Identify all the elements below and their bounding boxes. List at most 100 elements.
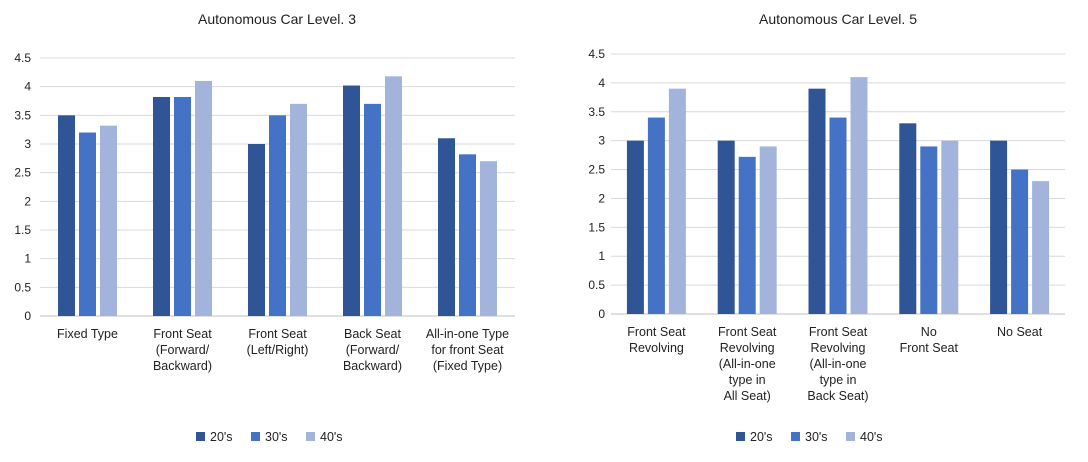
chart-1-category-label-line: All-in-one Type bbox=[426, 327, 509, 341]
chart-2-category-label-line: (All-in-one bbox=[719, 357, 776, 371]
chart-2-category-label-line: All Seat) bbox=[724, 389, 771, 403]
chart-1-bar-4-series-1 bbox=[343, 85, 360, 317]
chart-2-legend-swatch bbox=[791, 432, 800, 441]
chart-1-category-label: All-in-one Type for front Seat (Fixed Type… bbox=[426, 327, 509, 373]
chart-1-bar-1-series-1 bbox=[58, 115, 75, 316]
chart-2-category-label-line: Front Seat bbox=[718, 325, 777, 339]
chart-2-category-label-line: Front Seat bbox=[627, 325, 686, 339]
chart-2-y-tick-label: 2.5 bbox=[588, 163, 605, 177]
chart-1-bar-5-series-2 bbox=[459, 154, 476, 316]
chart-1-legend-swatch bbox=[196, 432, 205, 441]
chart-2-category-label: Front Seat Revolving bbox=[627, 325, 686, 355]
chart-1-category-label-line: for front Seat bbox=[431, 343, 504, 357]
chart-1-y-tick-label: 0 bbox=[24, 309, 31, 323]
chart-2-y-tick-label: 4 bbox=[598, 76, 605, 90]
chart-1-y-tick-label: 3 bbox=[24, 137, 31, 151]
chart-1-y-tick-label: 4 bbox=[24, 80, 31, 94]
chart-2-category-label-line: No Seat bbox=[997, 325, 1043, 339]
chart-1-y-tick-label: 3.5 bbox=[14, 108, 31, 122]
chart-2-category-label-line: type in bbox=[729, 373, 766, 387]
chart-1-category-label: Back Seat (Forward/Backward) bbox=[343, 327, 402, 373]
chart-2-bar-3-series-2 bbox=[829, 117, 847, 314]
chart-1-category-label-line: Fixed Type bbox=[57, 327, 118, 341]
chart-2-category-label-line: Revolving bbox=[720, 341, 775, 355]
chart-2-bar-5-series-2 bbox=[1011, 169, 1029, 314]
chart-1-category-label-line: Front Seat bbox=[153, 327, 212, 341]
chart-1-y-tick-label: 0.5 bbox=[14, 280, 31, 294]
chart-2-bar-1-series-3 bbox=[668, 88, 686, 315]
chart-2-category-label-line: Back Seat) bbox=[807, 389, 868, 403]
chart-1: Autonomous Car Level. 3 0 0.5 1 1.5 2 2.5 3 3.5 4… bbox=[14, 11, 515, 444]
chart-2-bar-4-series-2 bbox=[920, 146, 938, 314]
chart-2-y-tick-label: 1.5 bbox=[588, 220, 605, 234]
chart-1-bar-5-series-1 bbox=[438, 138, 455, 316]
chart-1-legend-label: 20's bbox=[210, 430, 233, 444]
chart-1-category-label: Front Seat (Left/Right) bbox=[247, 327, 309, 357]
chart-1-category-label-line: (Forward/ bbox=[156, 343, 210, 357]
chart-2-bar-4-series-1 bbox=[899, 123, 917, 314]
chart-1-category-label-line: Back Seat bbox=[344, 327, 402, 341]
chart-2-category-label: No Seat bbox=[997, 325, 1043, 339]
chart-2-bar-5-series-3 bbox=[1032, 181, 1050, 314]
chart-2-legend-label: 20's bbox=[750, 430, 773, 444]
chart-1-bar-5-series-3 bbox=[480, 161, 497, 316]
chart-1-bar-3-series-3 bbox=[290, 103, 307, 316]
chart-1-legend-swatch bbox=[251, 432, 260, 441]
chart-1-bar-3-series-2 bbox=[269, 115, 286, 316]
chart-1-title: Autonomous Car Level. 3 bbox=[198, 11, 356, 27]
chart-1-bar-3-series-1 bbox=[248, 144, 265, 316]
chart-1-category-label: Front Seat (Forward/Backward) bbox=[153, 327, 212, 373]
chart-2-category-label-line: Front Seat bbox=[809, 325, 868, 339]
chart-1-y-tick-label: 2.5 bbox=[14, 166, 31, 180]
chart-2-category-label-line: No bbox=[921, 325, 937, 339]
chart-2-category-label-line: Revolving bbox=[629, 341, 684, 355]
chart-2-title: Autonomous Car Level. 5 bbox=[759, 11, 917, 27]
chart-1-bar-2-series-2 bbox=[174, 96, 191, 316]
chart-1-category-label-line: (Forward/ bbox=[346, 343, 400, 357]
chart-2-bar-1-series-2 bbox=[647, 117, 665, 314]
chart-2-bar-4-series-3 bbox=[941, 140, 959, 314]
chart-2-category-label: Front Seat Revolving (All-in-one type in All… bbox=[718, 325, 777, 403]
chart-2-bar-2-series-2 bbox=[738, 156, 756, 314]
chart-1-bar-2-series-3 bbox=[195, 80, 212, 316]
chart-1-y-tick-label: 1.5 bbox=[14, 223, 31, 237]
chart-1-category-label-line: Backward) bbox=[343, 359, 402, 373]
chart-1-legend-swatch bbox=[306, 432, 315, 441]
chart-2-category-label-line: Front Seat bbox=[900, 341, 959, 355]
chart-1-bar-1-series-3 bbox=[100, 125, 117, 316]
chart-1-bar-1-series-2 bbox=[79, 132, 96, 316]
chart-2-category-label: Front Seat Revolving (All-in-one type in Bac… bbox=[807, 325, 868, 403]
chart-2-legend-label: 30's bbox=[805, 430, 828, 444]
chart-2-y-tick-label: 0.5 bbox=[588, 278, 605, 292]
chart-1-legend-label: 30's bbox=[265, 430, 288, 444]
chart-2-category-label: No Front Seat bbox=[900, 325, 959, 355]
chart-2-bar-2-series-1 bbox=[717, 140, 735, 314]
chart-2-category-label-line: Revolving bbox=[811, 341, 866, 355]
chart-2-legend-label: 40's bbox=[860, 430, 883, 444]
chart-1-bar-4-series-2 bbox=[364, 103, 381, 316]
chart-2-bar-1-series-1 bbox=[626, 140, 644, 314]
chart-2-category-label-line: type in bbox=[820, 373, 857, 387]
chart-2-bar-5-series-1 bbox=[990, 140, 1008, 314]
chart-1-y-tick-label: 2 bbox=[24, 194, 31, 208]
chart-2: Autonomous Car Level. 5 0 0.5 1 1.5 2 2.5 3 3.5 4… bbox=[588, 11, 1065, 444]
chart-2-bar-2-series-3 bbox=[759, 146, 777, 314]
chart-2-bar-3-series-3 bbox=[850, 77, 868, 314]
chart-2-legend-swatch bbox=[846, 432, 855, 441]
chart-1-bar-4-series-3 bbox=[385, 76, 402, 316]
chart-2-y-tick-label: 0 bbox=[598, 307, 605, 321]
chart-1-category-label-line: Backward) bbox=[153, 359, 212, 373]
chart-2-y-tick-label: 3 bbox=[598, 134, 605, 148]
chart-2-y-tick-label: 1 bbox=[598, 249, 605, 263]
chart-1-y-tick-label: 4.5 bbox=[14, 51, 31, 65]
chart-2-legend-swatch bbox=[736, 432, 745, 441]
chart-1-legend-label: 40's bbox=[320, 430, 343, 444]
chart-2-y-tick-label: 3.5 bbox=[588, 105, 605, 119]
chart-1-bar-2-series-1 bbox=[153, 96, 170, 316]
chart-1-category-label-line: (Left/Right) bbox=[247, 343, 309, 357]
chart-1-category-label-line: Front Seat bbox=[248, 327, 307, 341]
chart-2-y-tick-label: 4.5 bbox=[588, 47, 605, 61]
chart-1-category-label-line: (Fixed Type) bbox=[433, 359, 502, 373]
